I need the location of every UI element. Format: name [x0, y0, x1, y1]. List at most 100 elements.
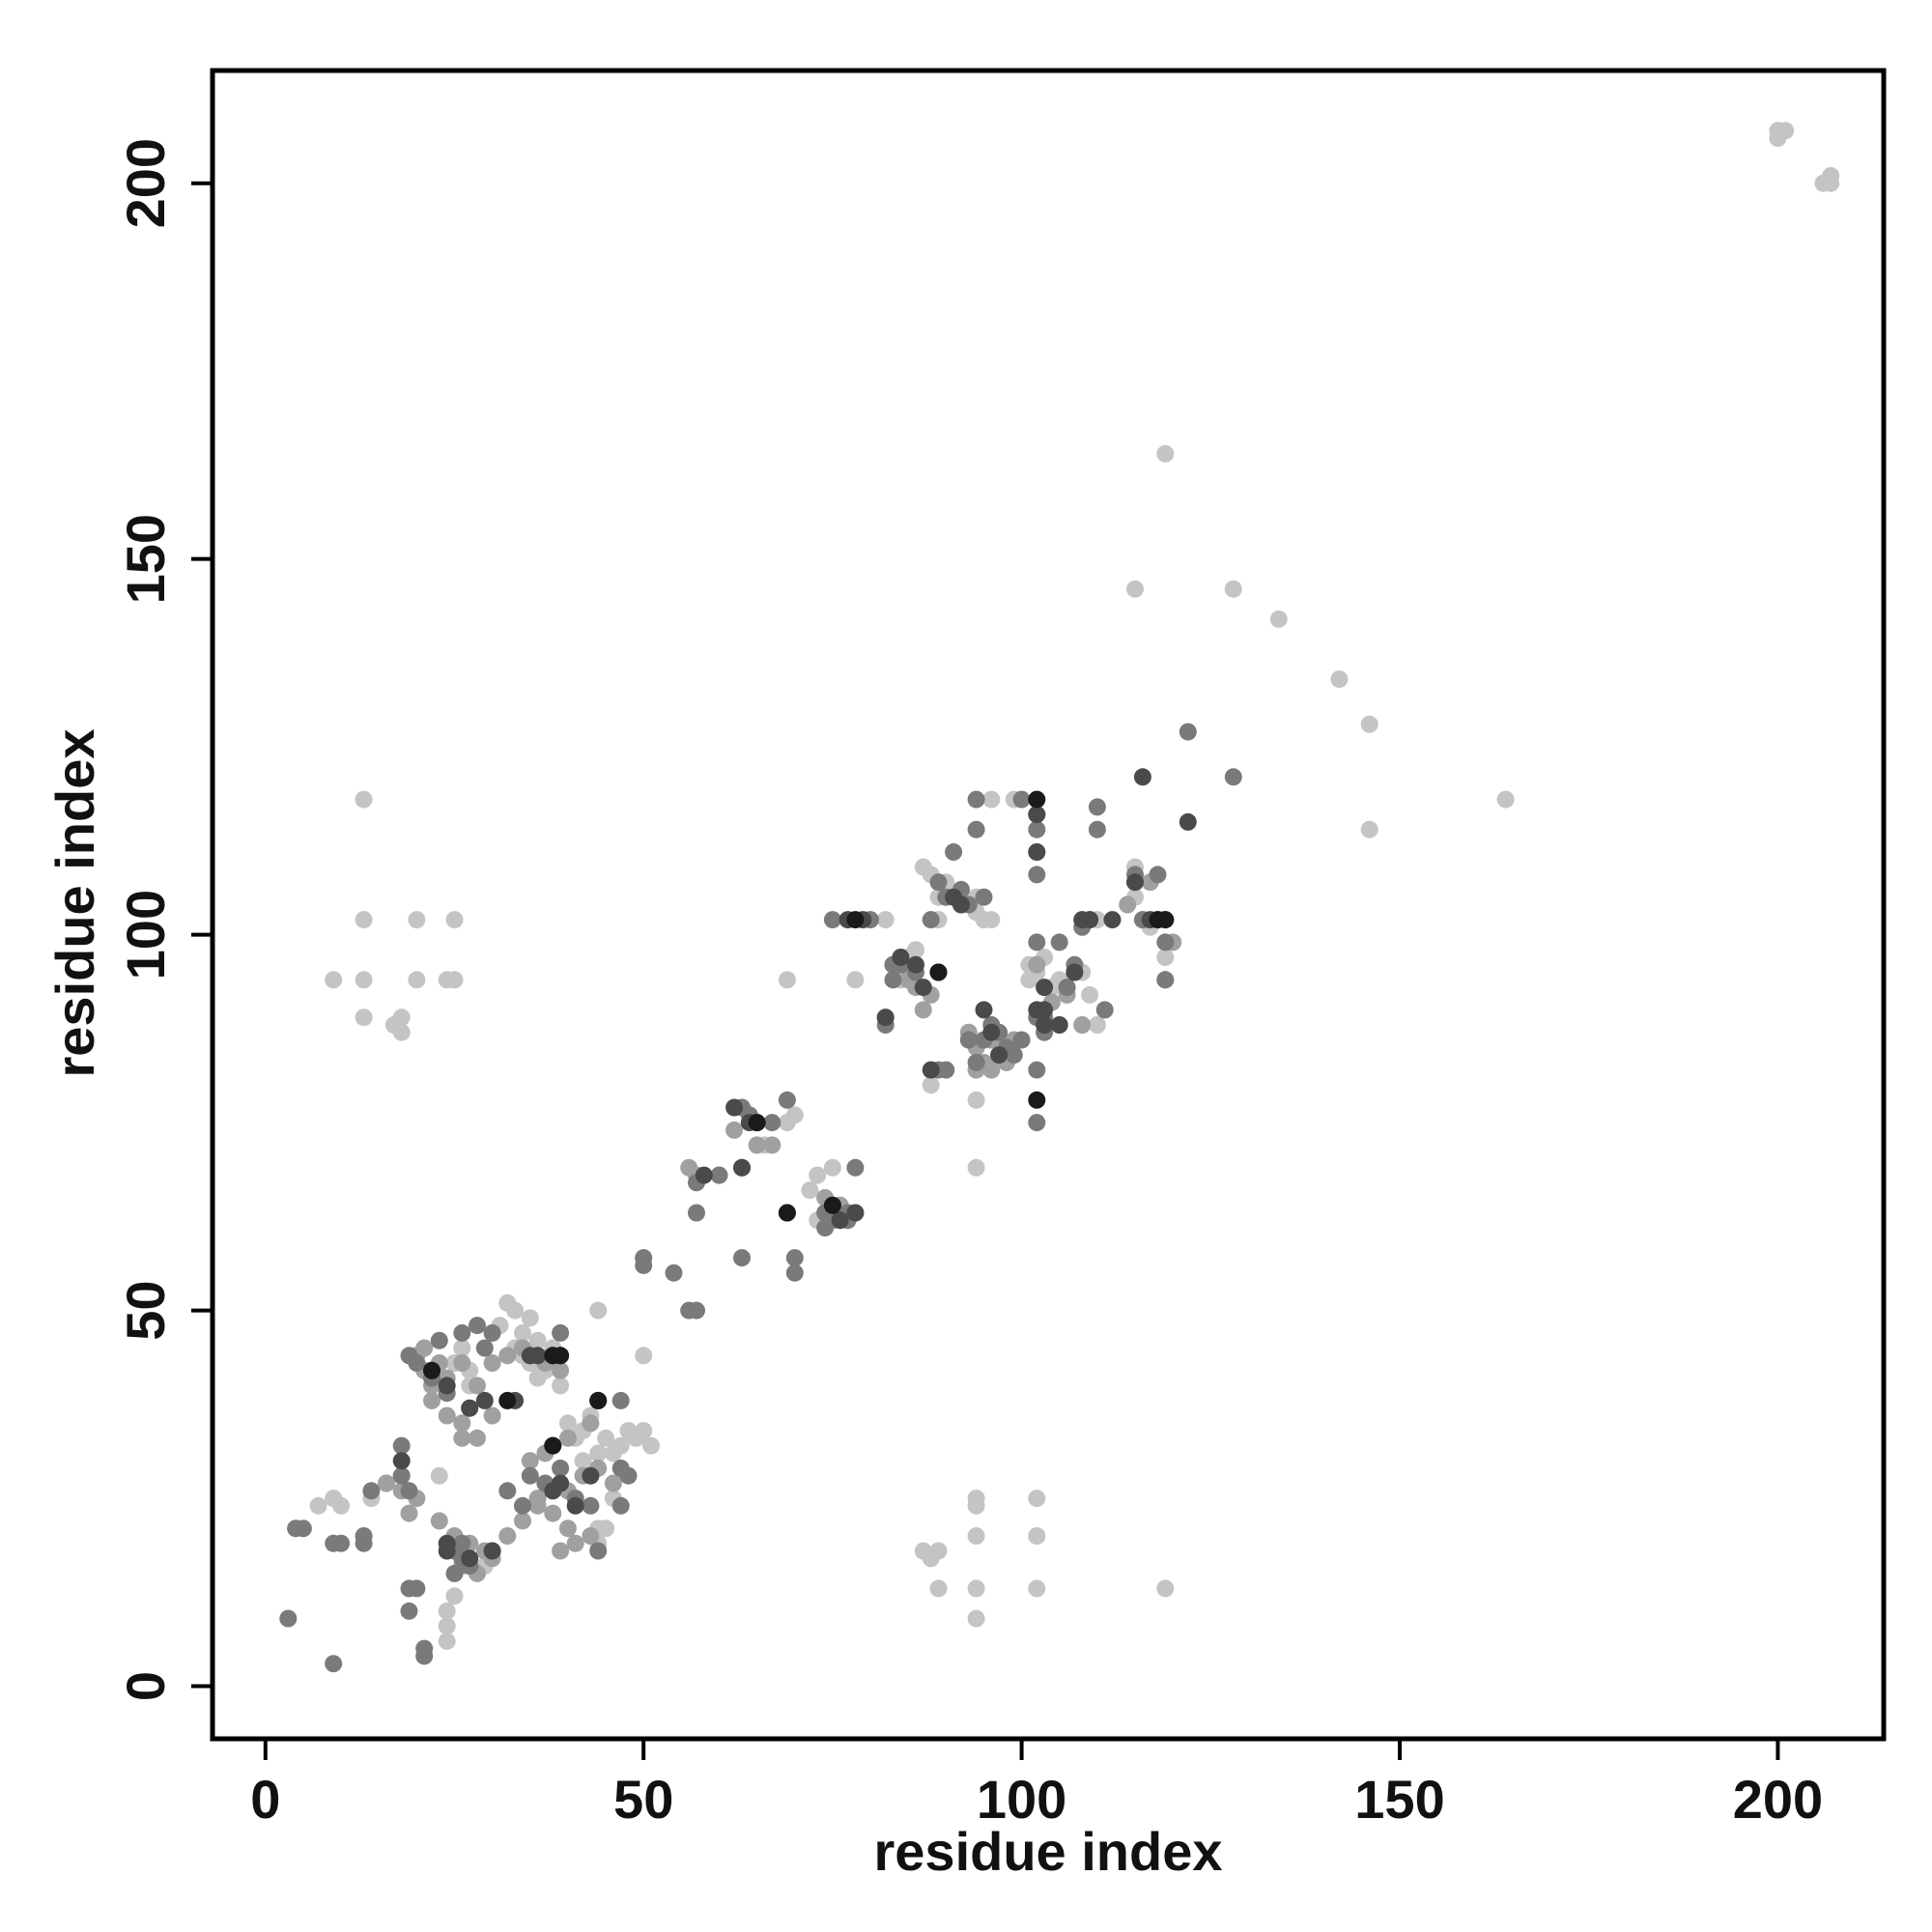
data-point [552, 1459, 570, 1477]
data-point [1036, 979, 1054, 997]
data-point [400, 1602, 418, 1620]
data-point [785, 1264, 804, 1282]
y-tick-label: 50 [115, 1280, 176, 1340]
data-point [990, 1046, 1009, 1065]
data-point [325, 1655, 343, 1673]
data-point [1126, 580, 1144, 598]
data-point [823, 1158, 841, 1177]
data-point [785, 1249, 804, 1267]
data-point [665, 1264, 683, 1282]
data-point [1028, 1527, 1046, 1545]
data-point [558, 1520, 577, 1538]
data-point [552, 1377, 570, 1395]
data-point [1224, 580, 1242, 598]
data-point [1156, 971, 1175, 989]
data-point [355, 1009, 373, 1027]
data-point [438, 1542, 456, 1560]
data-point [1028, 866, 1046, 884]
data-point [1081, 985, 1099, 1004]
data-point [1028, 1061, 1046, 1079]
data-point [483, 1354, 501, 1372]
data-point [332, 1496, 351, 1515]
data-point [937, 1061, 955, 1079]
data-point [929, 963, 948, 981]
data-point [438, 1617, 456, 1635]
data-point [945, 843, 963, 861]
data-point [445, 1564, 464, 1582]
data-point [1088, 1016, 1106, 1034]
data-point [589, 1391, 608, 1409]
data-point [680, 1158, 698, 1177]
data-point [552, 1542, 570, 1560]
data-point [611, 1391, 630, 1409]
data-point [929, 1579, 948, 1598]
data-point [876, 1009, 895, 1027]
data-point [695, 1166, 713, 1184]
data-point [809, 1166, 827, 1184]
data-point [558, 1429, 577, 1447]
data-point [430, 1512, 448, 1530]
data-point [1360, 820, 1378, 838]
data-point [929, 873, 948, 892]
data-point [688, 1204, 705, 1222]
data-point [748, 1136, 766, 1154]
data-point [823, 1196, 841, 1214]
data-point [528, 1347, 547, 1365]
data-point [552, 1347, 570, 1365]
data-point [392, 1023, 411, 1041]
data-point [611, 1436, 630, 1455]
data-point [362, 1482, 381, 1500]
data-point [400, 1504, 418, 1522]
data-point [1028, 806, 1046, 824]
data-point [423, 1391, 440, 1409]
data-point [1050, 933, 1068, 952]
data-point [430, 1466, 448, 1485]
data-point [1028, 933, 1046, 952]
data-point [1330, 670, 1349, 689]
data-point [846, 971, 865, 989]
data-point [498, 1527, 517, 1545]
data-point [763, 1114, 781, 1132]
data-point [733, 1158, 751, 1177]
data-point [846, 1158, 865, 1177]
data-point [378, 1474, 395, 1492]
data-point [975, 1001, 993, 1019]
data-point [574, 1452, 592, 1470]
data-point [1133, 768, 1151, 786]
data-point [1028, 790, 1046, 809]
data-point [922, 911, 940, 929]
data-point [1005, 1046, 1023, 1065]
data-point [469, 1429, 486, 1447]
data-point [355, 971, 373, 989]
data-point [589, 1444, 608, 1463]
data-point [967, 1091, 985, 1109]
data-point [400, 1482, 418, 1500]
data-point [959, 1031, 978, 1049]
data-point [1149, 866, 1167, 884]
data-point [483, 1542, 501, 1560]
data-point [1496, 790, 1515, 809]
data-point [967, 820, 985, 838]
data-point [514, 1512, 531, 1530]
y-tick-label: 0 [115, 1671, 176, 1701]
data-point [1156, 949, 1175, 966]
data-point [461, 1399, 479, 1417]
data-point [967, 1527, 985, 1545]
data-point [1156, 444, 1175, 463]
data-point [506, 1301, 525, 1320]
data-point [884, 971, 902, 989]
data-point [461, 1549, 479, 1568]
data-point [725, 1121, 744, 1139]
data-point [876, 911, 895, 929]
data-point [566, 1534, 584, 1552]
data-point [589, 1301, 608, 1320]
data-point [1028, 820, 1046, 838]
data-point [967, 790, 985, 809]
data-point [445, 1587, 464, 1605]
data-point [453, 1429, 471, 1447]
data-point [846, 1204, 865, 1222]
data-point [582, 1496, 600, 1515]
data-point [1028, 1091, 1046, 1109]
data-point [558, 1414, 577, 1433]
data-point [453, 1414, 471, 1433]
